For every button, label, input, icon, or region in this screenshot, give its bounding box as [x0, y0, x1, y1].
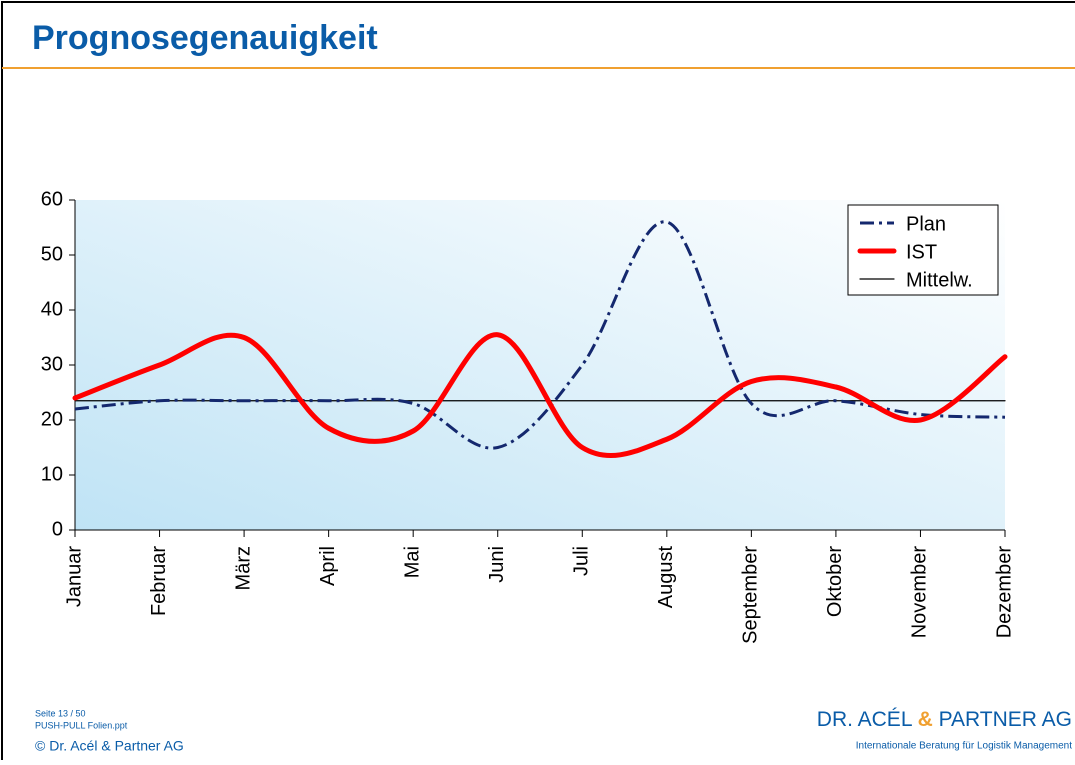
logo-text: PARTNER AG — [933, 708, 1072, 731]
logo-amp: & — [918, 708, 933, 731]
x-tick-label: Mai — [401, 546, 423, 578]
series-line — [72, 332, 1008, 458]
y-tick-label: 40 — [41, 298, 63, 320]
x-tick-label: Juni — [486, 546, 508, 583]
x-tick-label: September — [740, 546, 762, 644]
x-tick-label: Februar — [148, 546, 170, 616]
legend-label: Mittelw. — [906, 269, 973, 291]
file-name: PUSH-PULL Folien.ppt — [35, 720, 128, 730]
y-tick-label: 50 — [41, 243, 63, 265]
logo-tagline: Internationale Beratung für Logistik Man… — [856, 741, 1072, 752]
logo: DR. ACÉL & PARTNER AG — [817, 708, 1072, 731]
x-tick-label: Januar — [63, 546, 85, 607]
copyright: © Dr. Acél & Partner AG — [35, 738, 184, 754]
x-tick-label: August — [655, 546, 677, 609]
y-tick-label: 10 — [41, 463, 63, 485]
y-tick-label: 0 — [52, 518, 63, 540]
x-tick-label: Oktober — [824, 546, 846, 617]
x-tick-label: März — [232, 546, 254, 590]
x-tick-label: November — [909, 546, 931, 639]
y-tick-label: 60 — [41, 188, 63, 210]
x-tick-label: Dezember — [993, 546, 1015, 639]
page-number: Seite 13 / 50 — [35, 708, 86, 718]
chart: 0 10 20 30 40 50 60 Januar Februar März April Mai Ju… — [41, 188, 1016, 644]
slide-title: Prognosegenauigkeit — [32, 19, 378, 57]
y-tick-label: 30 — [41, 353, 63, 375]
legend-label: Plan — [906, 213, 946, 235]
x-tick-label: April — [317, 546, 339, 586]
logo-text: DR. ACÉL — [817, 708, 918, 731]
y-tick-label: 20 — [41, 408, 63, 430]
legend-label: IST — [906, 241, 937, 263]
x-tick-label: Juli — [571, 546, 593, 576]
series-line — [74, 220, 1006, 450]
